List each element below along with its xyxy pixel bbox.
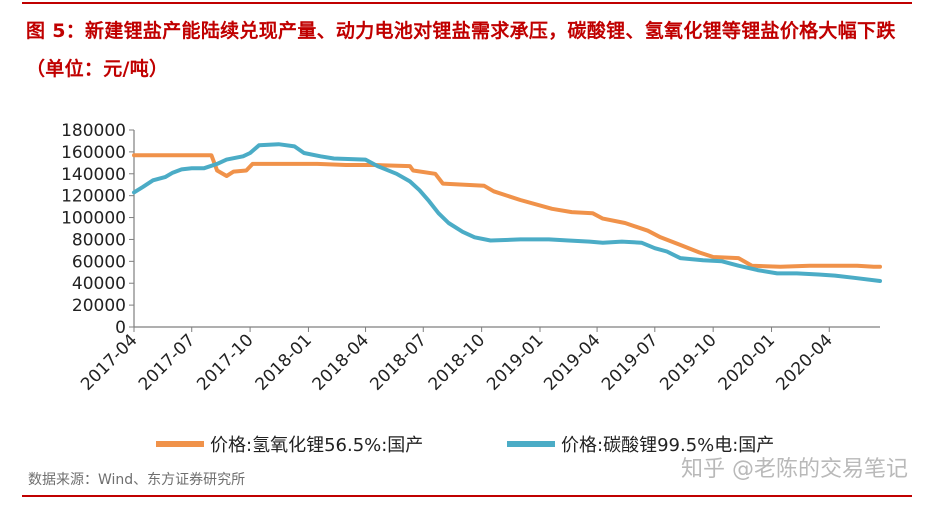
x-tick-label: 2018-10 [425, 330, 489, 394]
y-tick-label: 40000 [72, 274, 126, 294]
legend-label-carbonate: 价格:碳酸锂99.5%电:国产 [561, 435, 775, 456]
bottom-rule [22, 495, 912, 497]
y-tick-label: 0 [115, 318, 126, 338]
x-tick-label: 2019-04 [540, 330, 604, 394]
legend-item-carbonate: 价格:碳酸锂99.5%电:国产 [507, 431, 774, 457]
x-tick-label: 2017-07 [135, 330, 199, 394]
x-tick-label: 2017-04 [77, 330, 141, 394]
y-tick-label: 140000 [61, 165, 126, 185]
y-tick-label: 160000 [61, 143, 126, 163]
series-line-hydroxide [132, 153, 882, 269]
x-tick-label: 2018-01 [252, 330, 316, 394]
top-rule [22, 2, 912, 4]
series-line-carbonate [132, 142, 882, 283]
source-note: 数据来源：Wind、东方证券研究所 [28, 472, 246, 488]
x-tick-label: 2020-04 [772, 330, 836, 394]
y-tick-label: 60000 [72, 252, 126, 272]
y-tick-label: 100000 [61, 209, 126, 229]
y-tick-label: 80000 [72, 230, 126, 250]
x-tick-label: 2018-07 [366, 330, 430, 394]
watermark: 知乎 @老陈的交易笔记 [681, 457, 908, 482]
x-tick-label: 2020-01 [715, 330, 779, 394]
x-tick-label: 2018-04 [309, 330, 373, 394]
y-tick-label: 20000 [72, 296, 126, 316]
x-tick-label: 2019-01 [483, 330, 547, 394]
x-tick-label: 2017-10 [193, 330, 257, 394]
figure-title: 图 5：新建锂盐产能陆续兑现产量、动力电池对锂盐需求承压，碳酸锂、氢氧化锂等锂盐… [26, 20, 896, 80]
x-tick-label: 2019-10 [656, 330, 720, 394]
y-tick-label: 120000 [61, 187, 126, 207]
legend-item-hydroxide: 价格:氢氧化锂56.5%:国产 [156, 431, 423, 457]
legend-label-hydroxide: 价格:氢氧化锂56.5%:国产 [210, 435, 424, 456]
y-tick-label: 180000 [61, 121, 126, 141]
legend-swatch-hydroxide [156, 441, 204, 447]
legend-swatch-carbonate [507, 441, 555, 447]
x-tick-label: 2019-07 [598, 330, 662, 394]
